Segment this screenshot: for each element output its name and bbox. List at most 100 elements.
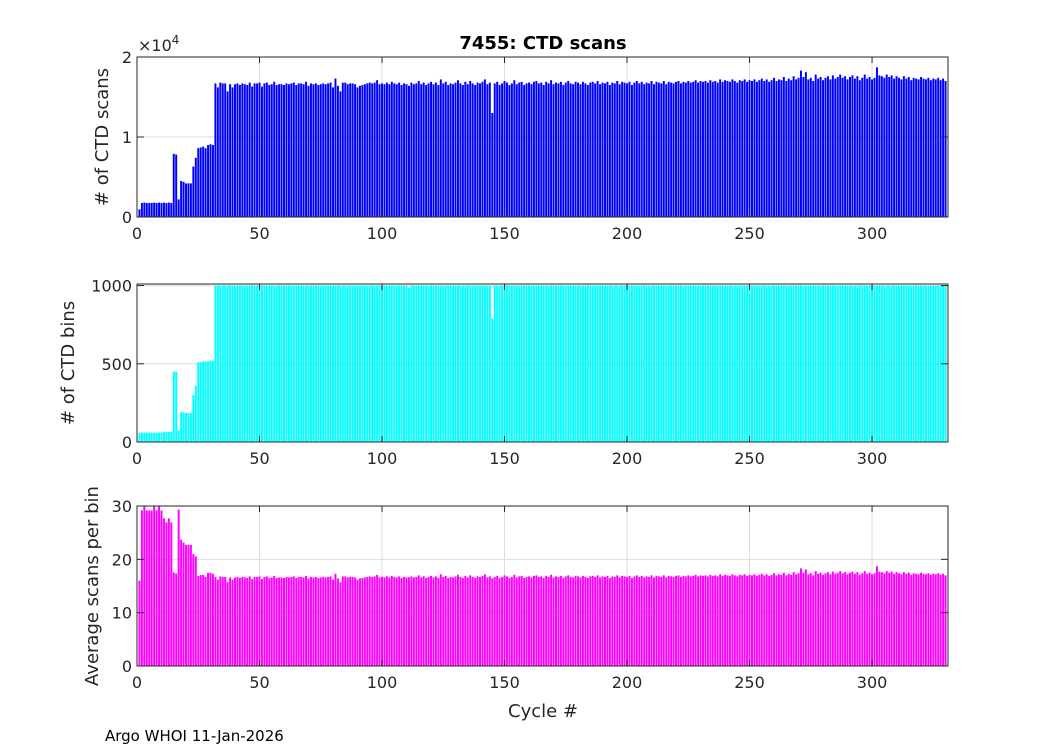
bar-avg [290, 576, 293, 666]
bar-bins [214, 285, 217, 442]
bar-avg [486, 577, 489, 666]
bar-avg [704, 575, 707, 666]
bar-bins [792, 285, 795, 442]
bar-avg [461, 578, 464, 666]
bar-scans [692, 81, 695, 217]
x-tick-label: 200 [612, 449, 643, 468]
bar-scans [525, 83, 528, 218]
bar-avg [334, 573, 337, 666]
bar-bins [158, 432, 161, 442]
bar-avg [481, 575, 484, 666]
bar-avg [763, 575, 766, 666]
bar-bins [888, 285, 891, 442]
bar-avg [790, 574, 793, 666]
bar-scans [616, 81, 619, 217]
bar-bins [300, 285, 303, 442]
x-tick-label: 150 [489, 673, 520, 692]
bar-bins [449, 285, 452, 442]
bar-avg [559, 575, 562, 666]
bar-bins [927, 285, 930, 442]
bar-bins [905, 285, 908, 442]
bar-bins [246, 285, 249, 442]
bar-scans [339, 91, 342, 217]
bar-bins [138, 432, 141, 442]
bar-bins [665, 285, 668, 442]
bar-scans [376, 80, 379, 217]
bar-bins [366, 285, 369, 442]
bar-avg [736, 576, 739, 666]
bar-avg [265, 576, 268, 666]
bar-avg [427, 576, 430, 666]
bar-bins [525, 285, 528, 442]
bar-bins [807, 285, 810, 442]
bar-avg [307, 578, 310, 666]
bar-scans [817, 78, 820, 217]
y-tick-label: 1 [122, 128, 132, 147]
bar-bins [479, 285, 482, 442]
bar-bins [170, 431, 173, 442]
bar-avg [770, 574, 773, 666]
bar-scans [677, 81, 680, 217]
bar-bins [403, 285, 406, 442]
bar-avg [630, 578, 633, 666]
bar-bins [153, 432, 156, 442]
bar-scans [437, 85, 440, 217]
y-tick-label: 20 [112, 550, 132, 569]
bar-avg [547, 576, 550, 666]
bar-bins [368, 285, 371, 442]
bar-bins [505, 285, 508, 442]
bar-avg [378, 577, 381, 666]
bar-scans [358, 85, 361, 217]
bar-scans [192, 166, 195, 217]
bar-scans [574, 81, 577, 217]
bar-bins [287, 285, 290, 442]
x-tick-label: 0 [132, 449, 142, 468]
bar-avg [251, 579, 254, 666]
bar-avg [875, 566, 878, 666]
bar-bins [716, 285, 719, 442]
bar-scans [407, 85, 410, 217]
bar-scans [189, 183, 192, 217]
bar-bins [155, 432, 158, 442]
bar-avg [329, 576, 332, 666]
bar-bins [358, 285, 361, 442]
bar-avg [939, 574, 942, 666]
bar-avg [944, 575, 947, 666]
x-tick-label: 150 [489, 449, 520, 468]
bar-bins [241, 285, 244, 442]
bar-scans [140, 203, 143, 217]
bar-avg [564, 576, 567, 666]
bar-avg [716, 576, 719, 666]
bar-avg [724, 574, 727, 666]
bar-avg [577, 576, 580, 666]
bar-bins [746, 285, 749, 442]
bar-avg [645, 576, 648, 666]
bar-avg [692, 575, 695, 666]
bar-avg [633, 576, 636, 666]
bar-scans [459, 83, 462, 218]
bar-bins [518, 285, 521, 442]
bar-avg [814, 571, 817, 666]
bar-bins [922, 285, 925, 442]
bar-scans [290, 83, 293, 218]
bar-scans [902, 76, 905, 217]
bar-scans [332, 87, 334, 218]
bar-bins [630, 285, 633, 442]
bar-bins [483, 285, 486, 442]
bar-scans [670, 82, 673, 217]
bar-bins [280, 285, 283, 442]
bar-scans [812, 81, 815, 217]
bar-bins [653, 285, 655, 442]
bar-avg [324, 577, 327, 666]
bar-scans [736, 82, 739, 217]
bar-bins [648, 285, 651, 442]
bar-bins [346, 285, 349, 442]
bar-scans [234, 84, 236, 217]
bar-bins [160, 432, 163, 442]
bar-bins [385, 285, 388, 442]
bar-bins [635, 285, 638, 442]
bar-avg [165, 522, 168, 666]
bar-scans [488, 82, 491, 217]
bar-scans [819, 77, 822, 217]
bar-scans [853, 78, 856, 217]
